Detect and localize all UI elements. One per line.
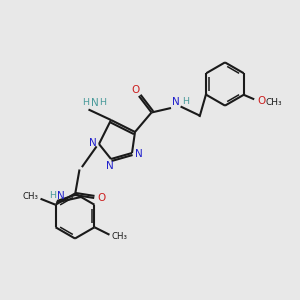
- Text: N: N: [57, 190, 65, 201]
- Text: H: H: [182, 98, 189, 106]
- Text: N: N: [135, 149, 142, 160]
- Text: CH₃: CH₃: [23, 192, 39, 201]
- Text: O: O: [131, 85, 140, 95]
- Text: H: H: [82, 98, 90, 107]
- Text: H: H: [50, 191, 57, 200]
- Text: CH₃: CH₃: [112, 232, 128, 241]
- Text: H: H: [99, 98, 106, 107]
- Text: O: O: [258, 96, 266, 106]
- Text: O: O: [97, 193, 105, 203]
- Text: CH₃: CH₃: [266, 98, 282, 107]
- Text: N: N: [91, 98, 98, 108]
- Text: N: N: [88, 137, 96, 148]
- Text: N: N: [106, 160, 113, 171]
- Text: N: N: [172, 97, 179, 107]
